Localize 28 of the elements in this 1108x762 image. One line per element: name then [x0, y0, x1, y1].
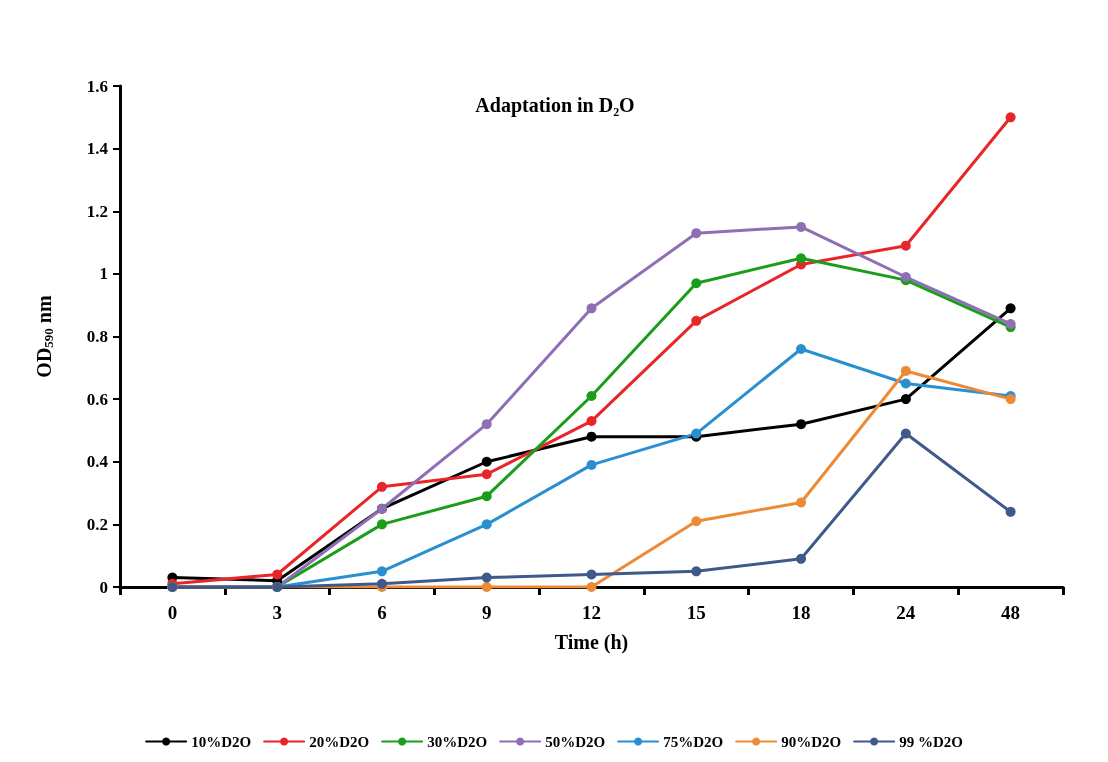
chart-title: Adaptation in D₂O	[475, 94, 635, 117]
legend-label: 30%D2O	[427, 733, 488, 750]
legend-label: 99 %D2O	[899, 733, 963, 750]
legend-label: 90%D2O	[781, 733, 842, 750]
x-tick-label: 9	[481, 602, 492, 623]
x-tick-label: 6	[377, 602, 387, 623]
y-tick-label: 0.4	[86, 452, 109, 472]
y-tick-label: 0.6	[86, 389, 108, 409]
y-tick-label: 1.6	[86, 76, 108, 96]
x-tick-label: 18	[791, 602, 811, 623]
y-tick-label: 0	[99, 577, 108, 597]
legend-label: 75%D2O	[663, 733, 724, 750]
y-tick-label: 1.2	[86, 201, 108, 221]
y-tick-label: 1	[99, 264, 108, 284]
x-tick-label: 0	[167, 602, 178, 623]
x-tick-label: 12	[582, 602, 601, 623]
x-axis-title: Time (h)	[554, 631, 629, 654]
legend-label: 50%D2O	[545, 733, 606, 750]
y-axis-title: OD590 nm	[32, 295, 56, 378]
x-tick-label: 48	[1001, 602, 1021, 623]
y-tick-label: 0.8	[86, 327, 108, 346]
legend-label: 10%D2O	[191, 733, 252, 750]
y-tick-label: 1.4	[86, 139, 109, 159]
x-tick-label: 3	[272, 602, 282, 623]
y-tick-label: 0.2	[86, 514, 108, 534]
legend-label: 20%D2O	[309, 733, 370, 750]
x-tick-label: 24	[896, 602, 916, 623]
x-tick-label: 15	[686, 602, 706, 623]
